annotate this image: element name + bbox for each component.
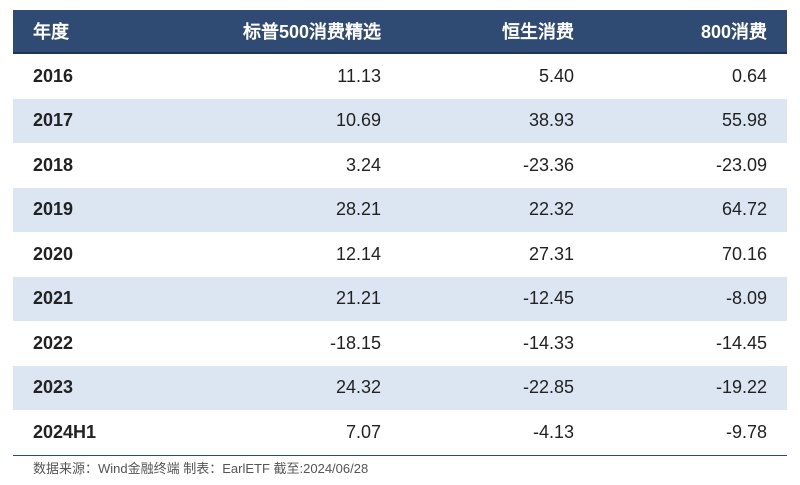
cell-800-consumer: -8.09 <box>594 276 787 321</box>
cell-hangseng-consumer: -12.45 <box>401 276 594 321</box>
cell-800-consumer: -14.45 <box>715 332 767 353</box>
table-row: 2016 11.13 5.40 0.64 <box>13 53 787 99</box>
cell-800-consumer: 55.98 <box>594 98 787 143</box>
cell-sp500-consumer: 3.24 <box>345 154 381 175</box>
header-800-consumer: 800消费 <box>594 10 787 54</box>
cell-hangseng-consumer: -22.85 <box>401 365 594 410</box>
cell-year: 2020 <box>33 243 74 264</box>
cell-sp500-consumer: 12.14 <box>335 243 381 264</box>
cell-year: 2017 <box>13 98 183 143</box>
performance-table: 年度 标普500消费精选 恒生消费 800消费 2016 11.13 5.40 … <box>13 10 787 456</box>
cell-sp500-consumer: -18.15 <box>329 332 381 353</box>
cell-sp500-consumer: 11.13 <box>337 65 381 86</box>
cell-hangseng-consumer: -4.13 <box>401 410 594 456</box>
cell-sp500-consumer: 7.07 <box>183 410 401 456</box>
source-footnote: 数据来源：Wind金融终端 制表：EarlETF 截至:2024/06/28 <box>33 461 369 476</box>
table-row: 2017 10.69 38.93 55.98 <box>13 98 787 143</box>
cell-800-consumer: 0.64 <box>731 65 767 86</box>
cell-800-consumer: 70.16 <box>721 243 767 264</box>
cell-800-consumer: -9.78 <box>594 410 787 456</box>
table-row: 2024H1 7.07 -4.13 -9.78 <box>13 410 787 456</box>
table-header: 年度 标普500消费精选 恒生消费 800消费 <box>13 10 787 54</box>
table-row: 2020 12.14 27.31 70.16 <box>13 232 787 277</box>
cell-sp500-consumer: 10.69 <box>183 98 401 143</box>
cell-hangseng-consumer: 38.93 <box>401 98 594 143</box>
header-hangseng-consumer: 恒生消费 <box>401 10 594 54</box>
cell-year: 2016 <box>33 65 74 86</box>
cell-hangseng-consumer: -14.33 <box>522 332 574 353</box>
cell-hangseng-consumer: 5.40 <box>538 65 574 86</box>
cell-sp500-consumer: 24.32 <box>183 365 401 410</box>
cell-800-consumer: 64.72 <box>594 187 787 232</box>
header-year: 年度 <box>13 10 183 54</box>
cell-year: 2022 <box>33 332 74 353</box>
cell-800-consumer: -19.22 <box>594 365 787 410</box>
table-row: 2023 24.32 -22.85 -19.22 <box>13 365 787 410</box>
cell-year: 2019 <box>13 187 183 232</box>
cell-sp500-consumer: 28.21 <box>183 187 401 232</box>
header-sp500-consumer: 标普500消费精选 <box>183 10 401 54</box>
cell-year: 2018 <box>33 154 74 175</box>
table-row: 2021 21.21 -12.45 -8.09 <box>13 276 787 321</box>
cell-hangseng-consumer: -23.36 <box>522 154 574 175</box>
table-body: 2016 11.13 5.40 0.64 2017 10.69 38.93 55… <box>13 53 787 456</box>
cell-hangseng-consumer: 22.32 <box>401 187 594 232</box>
cell-year: 2023 <box>13 365 183 410</box>
cell-year: 2024H1 <box>13 410 183 456</box>
cell-year: 2021 <box>13 276 183 321</box>
header-row: 年度 标普500消费精选 恒生消费 800消费 <box>13 10 787 54</box>
cell-sp500-consumer: 21.21 <box>183 276 401 321</box>
table-row: 2019 28.21 22.32 64.72 <box>13 187 787 232</box>
table-row: 2022 -18.15 -14.33 -14.45 <box>13 321 787 366</box>
cell-800-consumer: -23.09 <box>715 154 767 175</box>
cell-hangseng-consumer: 27.31 <box>528 243 574 264</box>
table-row: 2018 3.24 -23.36 -23.09 <box>13 143 787 188</box>
